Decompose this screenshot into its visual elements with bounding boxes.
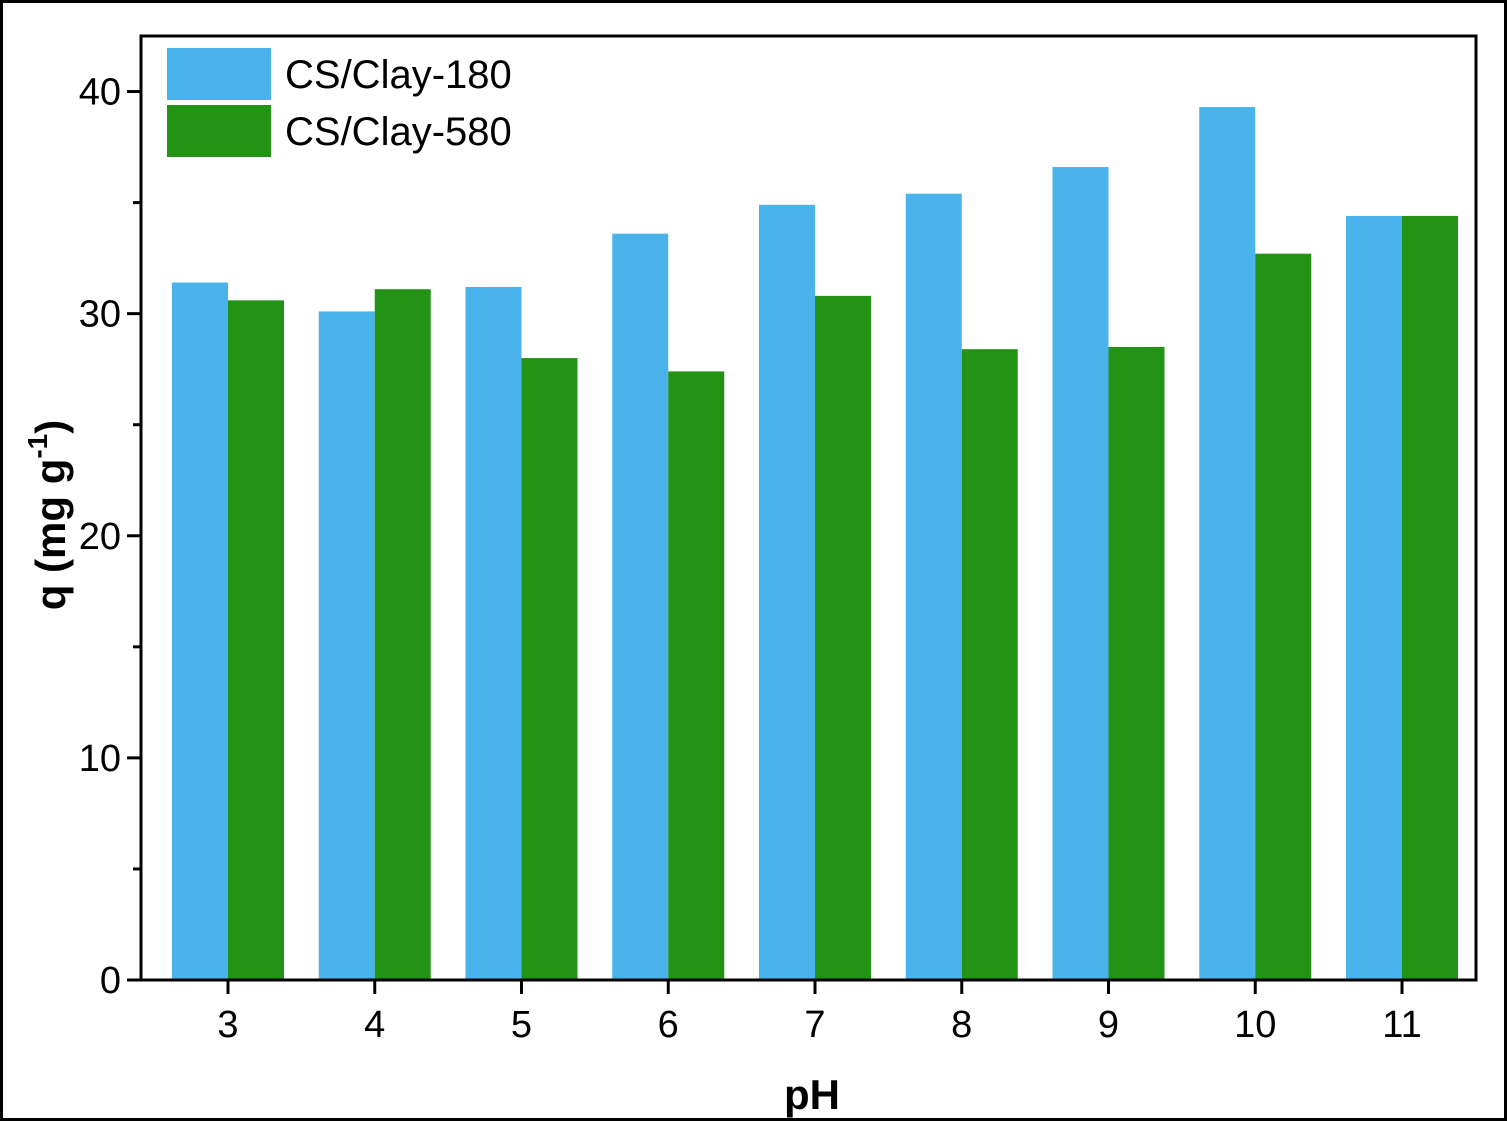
x-tick-label: 6 (658, 1004, 679, 1046)
bar-cs-clay-180-ph-3 (172, 282, 228, 980)
x-axis-title: pH (784, 1071, 840, 1118)
bar-cs-clay-580-ph-3 (228, 300, 284, 980)
bar-cs-clay-580-ph-4 (374, 289, 431, 980)
y-axis-title: q (mg g-1) (22, 420, 74, 611)
x-tick-label: 8 (951, 1004, 972, 1046)
bar-cs-clay-580-ph-11 (1402, 215, 1458, 981)
bar-cs-clay-180-ph-6 (612, 233, 669, 981)
bar-cs-clay-180-ph-5 (465, 286, 522, 981)
bar-cs-clay-580-ph-5 (521, 358, 578, 981)
x-tick-label: 3 (217, 1004, 238, 1046)
bars-group (172, 107, 1458, 981)
bar-cs-clay-180-ph-11 (1346, 215, 1402, 981)
bar-cs-clay-580-ph-7 (815, 295, 871, 980)
x-tick-label: 4 (364, 1004, 385, 1046)
plot-border (139, 34, 1478, 982)
y-axis-title-main: q (mg g (27, 459, 74, 611)
legend-label-cs-clay-580: CS/Clay-580 (285, 110, 512, 154)
x-tick-label: 11 (1382, 1004, 1421, 1046)
axes-group: 0 10 20 30 40 3 4 5 6 7 8 9 10 11 (79, 34, 1478, 1046)
bar-cs-clay-580-ph-10 (1255, 253, 1312, 980)
y-tick-label: 40 (79, 72, 121, 114)
y-tick-label: 30 (79, 294, 121, 336)
bar-cs-clay-180-ph-8 (905, 193, 962, 980)
y-tick-label: 20 (79, 516, 121, 558)
bar-cs-clay-580-ph-8 (961, 349, 1018, 980)
y-axis-title-superscript: -1 (22, 434, 53, 459)
bar-cs-clay-580-ph-9 (1108, 346, 1165, 980)
y-tick-label: 10 (79, 738, 121, 780)
x-tick-label: 10 (1234, 1004, 1276, 1046)
bar-cs-clay-580-ph-6 (668, 371, 725, 980)
y-tick-label: 0 (100, 960, 121, 1002)
bar-cs-clay-180-ph-9 (1052, 167, 1109, 980)
legend-swatch-cs-clay-180 (167, 48, 271, 100)
x-tick-label: 5 (511, 1004, 532, 1046)
legend-label-cs-clay-180: CS/Clay-180 (285, 53, 512, 97)
bar-cs-clay-180-ph-10 (1199, 107, 1256, 981)
legend: CS/Clay-180 CS/Clay-580 (167, 48, 512, 157)
y-axis-title-close: ) (27, 420, 74, 434)
legend-swatch-cs-clay-580 (167, 105, 271, 157)
x-tick-label: 7 (804, 1004, 825, 1046)
bar-cs-clay-180-ph-7 (759, 204, 815, 980)
bar-cs-clay-180-ph-4 (318, 311, 375, 980)
x-tick-label: 9 (1098, 1004, 1119, 1046)
